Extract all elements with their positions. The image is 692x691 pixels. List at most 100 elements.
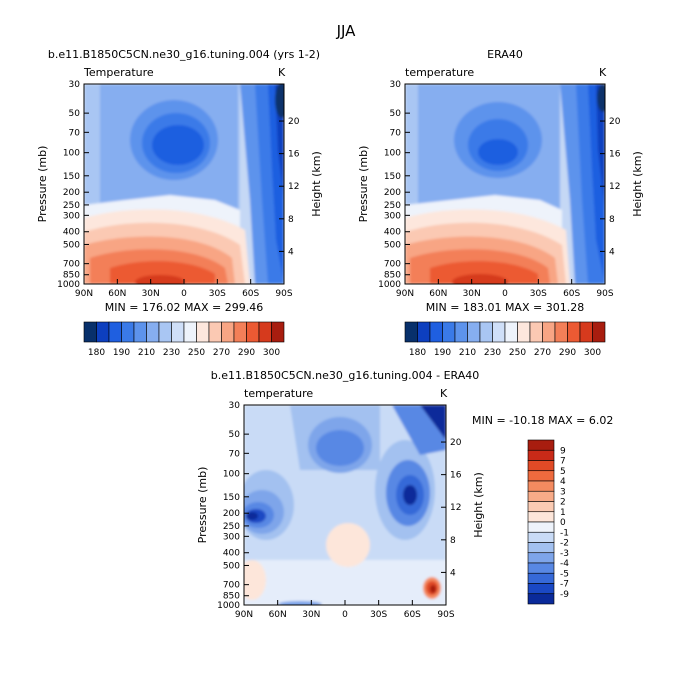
y-tick-label: 30 bbox=[229, 401, 241, 411]
x-tick-label: 30S bbox=[530, 289, 547, 299]
colorbar-label: -2 bbox=[560, 539, 569, 549]
x-tick-label: 90S bbox=[596, 289, 613, 299]
y-tick-label: 700 bbox=[384, 260, 401, 270]
colorbar-swatch bbox=[83, 321, 97, 343]
y2-tick-label: 20 bbox=[450, 438, 462, 448]
colorbar-swatch bbox=[567, 321, 581, 343]
y-tick-label: 70 bbox=[229, 449, 241, 459]
y-tick-label: 250 bbox=[63, 201, 80, 211]
colorbar-swatch bbox=[479, 321, 493, 343]
y-tick-label: 150 bbox=[223, 493, 240, 503]
colorbar-swatch bbox=[492, 321, 506, 343]
stats-text: MIN = 183.01 MAX = 301.28 bbox=[426, 301, 584, 314]
colorbar-swatch bbox=[554, 321, 568, 343]
y2-tick-label: 12 bbox=[288, 182, 299, 192]
y-tick-label: 1000 bbox=[378, 280, 401, 290]
colorbar-swatch bbox=[454, 321, 468, 343]
colorbar-swatch bbox=[417, 321, 431, 343]
colorbar-label: 190 bbox=[113, 348, 130, 358]
y-tick-label: 30 bbox=[69, 80, 81, 90]
colorbar-label: -7 bbox=[560, 580, 569, 590]
colorbar-swatch bbox=[527, 490, 555, 502]
y-tick-label: 250 bbox=[384, 201, 401, 211]
panel-left-label: Temperature bbox=[83, 66, 154, 79]
colorbar-swatch bbox=[158, 321, 172, 343]
colorbar-swatch bbox=[527, 480, 555, 492]
colorbar-swatch bbox=[527, 439, 555, 451]
y-tick-label: 300 bbox=[223, 532, 240, 542]
colorbar-label: 210 bbox=[459, 348, 476, 358]
colorbar-swatch bbox=[527, 521, 555, 533]
y2-tick-label: 4 bbox=[609, 247, 615, 257]
panel-right-label: K bbox=[440, 387, 448, 400]
y-tick-label: 400 bbox=[63, 228, 80, 238]
colorbar-swatch bbox=[246, 321, 260, 343]
heatmap-field bbox=[84, 84, 284, 284]
y-tick-label: 200 bbox=[63, 188, 80, 198]
y2-tick-label: 8 bbox=[450, 536, 456, 546]
colorbar-swatch bbox=[467, 321, 481, 343]
colorbar-label: 300 bbox=[584, 348, 601, 358]
y2-tick-label: 12 bbox=[450, 503, 461, 513]
y-tick-label: 150 bbox=[384, 172, 401, 182]
colorbar-label: 180 bbox=[409, 348, 426, 358]
colorbar-swatch bbox=[529, 321, 543, 343]
panel-right-label: K bbox=[599, 66, 607, 79]
axis-title-right: Height (km) bbox=[310, 151, 323, 217]
colorbar-swatch bbox=[183, 321, 197, 343]
stats-text: MIN = 176.02 MAX = 299.46 bbox=[105, 301, 263, 314]
y-tick-label: 30 bbox=[390, 80, 402, 90]
y2-tick-label: 4 bbox=[450, 568, 456, 578]
y-tick-label: 1000 bbox=[57, 280, 80, 290]
x-tick-label: 90N bbox=[396, 289, 414, 299]
colorbar-label: 4 bbox=[560, 477, 566, 487]
y-tick-label: 850 bbox=[223, 592, 240, 602]
y2-tick-label: 8 bbox=[288, 215, 294, 225]
colorbar-swatch bbox=[96, 321, 110, 343]
colorbar-swatch bbox=[429, 321, 443, 343]
y-tick-label: 700 bbox=[63, 260, 80, 270]
y2-tick-label: 4 bbox=[288, 247, 294, 257]
y-tick-label: 1000 bbox=[217, 601, 240, 611]
page-title: JJA bbox=[336, 22, 357, 40]
colorbar-swatch bbox=[527, 501, 555, 513]
y-tick-label: 70 bbox=[69, 128, 81, 138]
y2-tick-label: 12 bbox=[609, 182, 620, 192]
colorbar-label: -3 bbox=[560, 549, 569, 559]
y-tick-label: 70 bbox=[390, 128, 402, 138]
colorbar-swatch bbox=[592, 321, 606, 343]
colorbar-label: 0 bbox=[560, 518, 566, 528]
x-tick-label: 30N bbox=[463, 289, 481, 299]
colorbar-swatch bbox=[527, 511, 555, 523]
colorbar-label: 7 bbox=[560, 457, 566, 467]
panel-title: b.e11.B1850C5CN.ne30_g16.tuning.004 (yrs… bbox=[48, 48, 320, 61]
y-tick-label: 400 bbox=[223, 549, 240, 559]
x-tick-label: 90S bbox=[275, 289, 292, 299]
colorbar-swatch bbox=[527, 460, 555, 472]
colorbar-swatch bbox=[196, 321, 210, 343]
y2-tick-label: 16 bbox=[609, 150, 621, 160]
axis-title-right: Height (km) bbox=[472, 472, 485, 538]
y-tick-label: 850 bbox=[384, 271, 401, 281]
panel-era40: ERA40 temperature K bbox=[357, 48, 644, 358]
colorbar-label: 180 bbox=[88, 348, 105, 358]
colorbar-swatch bbox=[271, 321, 285, 343]
colorbar-swatch bbox=[133, 321, 147, 343]
axes: 90N 60N 30N 0 30S 60S 90S 30 50 70 100 150 200 250300… bbox=[378, 80, 621, 299]
y-tick-label: 300 bbox=[63, 211, 80, 221]
axes: 90N 60N 30N 0 30S 60S 90S 30 50 70 100 150 200 250300… bbox=[217, 401, 462, 620]
panel-left-label: temperature bbox=[244, 387, 313, 400]
axes: 90N 60N 30N 0 30S 60S 90S 30 50 70 100 150 200 250300… bbox=[57, 80, 300, 299]
axis-title-right: Height (km) bbox=[631, 151, 644, 217]
colorbar-label: -9 bbox=[560, 590, 569, 600]
colorbar-swatch bbox=[527, 542, 555, 554]
colorbar-label: -4 bbox=[560, 559, 569, 569]
y-tick-label: 100 bbox=[223, 470, 240, 480]
colorbar-swatch bbox=[527, 449, 555, 461]
y2-tick-label: 20 bbox=[609, 117, 621, 127]
y-tick-label: 100 bbox=[384, 149, 401, 159]
axis-title-left: Pressure (mb) bbox=[36, 146, 49, 223]
colorbar-swatch bbox=[171, 321, 185, 343]
panel-model: b.e11.B1850C5CN.ne30_g16.tuning.004 (yrs… bbox=[36, 48, 323, 358]
